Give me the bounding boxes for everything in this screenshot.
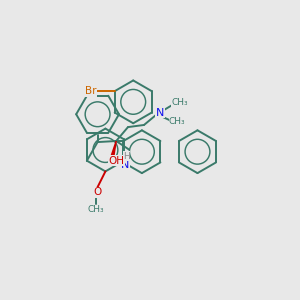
Polygon shape [110,141,116,160]
Text: CH₃: CH₃ [171,98,188,107]
Text: O: O [93,187,101,197]
Text: CH₃: CH₃ [88,205,104,214]
Text: Br: Br [85,86,97,96]
Text: OH: OH [108,156,124,166]
Text: N: N [121,160,130,170]
Text: H: H [123,152,130,161]
Text: N: N [156,108,164,118]
Text: CH₃: CH₃ [169,117,186,126]
